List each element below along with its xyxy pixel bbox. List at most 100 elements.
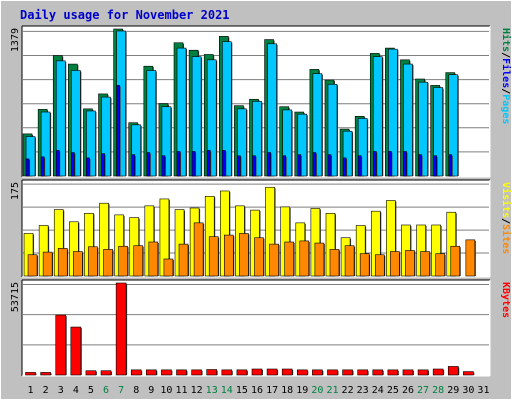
bar-pages-day-10 [161, 155, 166, 177]
x-tick-label-day-24: 24 [372, 385, 384, 396]
x-tick-label-day-21: 21 [326, 385, 338, 396]
x-tick-label-day-16: 16 [251, 385, 263, 396]
bar-pages-day-20 [312, 152, 317, 177]
side-legend-part: Pages [500, 94, 511, 124]
x-tick-label-day-27: 27 [417, 385, 429, 396]
bar-files-day-21 [327, 84, 338, 177]
bar-sites-day-8 [133, 245, 144, 277]
bar-pages-day-28 [433, 155, 437, 177]
bar-files-day-10 [161, 106, 172, 177]
side-legend-part: Visits [500, 182, 512, 218]
bar-pages-day-16 [252, 155, 256, 177]
bar-kbytes-day-24 [372, 369, 384, 376]
bar-pages-day-24 [372, 151, 377, 177]
x-tick-label-day-28: 28 [432, 385, 444, 396]
bar-kbytes-day-2 [40, 372, 51, 376]
bar-kbytes-day-13 [206, 369, 218, 376]
bar-files-day-14 [222, 41, 232, 177]
bar-pages-day-18 [282, 155, 286, 177]
x-tick-label-day-9: 9 [148, 385, 154, 396]
bar-kbytes-day-1 [25, 372, 36, 376]
bar-sites-day-20 [314, 242, 325, 277]
bar-sites-day-9 [148, 241, 159, 277]
bar-sites-day-14 [224, 234, 234, 277]
bar-sites-day-30 [465, 239, 476, 277]
bar-pages-day-29 [448, 154, 453, 177]
bar-pages-day-19 [297, 154, 302, 177]
bar-pages-day-25 [388, 151, 392, 177]
side-legend-part: / [500, 52, 511, 58]
side-legend-part: / [500, 88, 511, 94]
x-tick-label-day-15: 15 [236, 385, 248, 396]
bar-kbytes-day-27 [417, 369, 429, 376]
bar-sites-day-24 [374, 254, 385, 277]
x-tick-label-day-17: 17 [266, 385, 278, 396]
bar-kbytes-day-7 [115, 282, 127, 376]
bar-files-day-9 [146, 70, 157, 177]
plot-area [22, 280, 490, 376]
bar-sites-day-10 [163, 258, 174, 277]
bar-kbytes-day-3 [55, 314, 67, 376]
bar-files-day-12 [191, 56, 202, 177]
x-tick-label-day-26: 26 [402, 385, 414, 396]
bar-kbytes-day-5 [85, 370, 97, 376]
bar-files-day-5 [86, 110, 96, 177]
bar-sites-day-25 [390, 251, 400, 277]
bar-kbytes-day-10 [161, 369, 172, 376]
x-tick-label-day-8: 8 [133, 385, 139, 396]
x-tick-label-day-3: 3 [58, 385, 64, 396]
x-tick-label-day-18: 18 [281, 385, 293, 396]
bar-sites-day-2 [42, 251, 53, 277]
bar-sites-day-23 [359, 253, 370, 277]
bar-pages-day-23 [357, 155, 362, 177]
bar-files-day-1 [25, 136, 36, 177]
side-legend-part: KBytes [500, 282, 511, 318]
bar-files-day-3 [55, 60, 66, 177]
side-legend-part: / [500, 218, 511, 224]
bar-files-day-17 [267, 43, 277, 177]
bar-sites-day-28 [435, 253, 445, 277]
bar-pages-day-4 [71, 152, 75, 177]
bar-pages-day-7 [116, 85, 120, 177]
bar-kbytes-day-28 [432, 368, 444, 376]
bar-kbytes-day-29 [447, 366, 459, 376]
bar-sites-day-15 [239, 233, 249, 277]
bar-files-day-22 [342, 130, 353, 177]
bar-pages-day-13 [206, 150, 211, 177]
x-tick-label-day-6: 6 [103, 385, 109, 396]
x-tick-label-day-10: 10 [160, 385, 172, 396]
bar-pages-day-1 [25, 158, 30, 177]
bar-pages-day-11 [176, 151, 181, 177]
panel-kbytes: 53715 KBytes [10, 279, 511, 377]
bar-kbytes-day-18 [281, 368, 293, 376]
bar-kbytes-day-6 [100, 370, 112, 376]
side-legend-hits-files-pages: Hits/Files/Pages [500, 28, 512, 124]
bar-files-day-19 [297, 113, 308, 177]
bar-kbytes-day-22 [342, 369, 353, 376]
bar-kbytes-day-4 [70, 326, 82, 376]
bar-files-day-26 [403, 63, 413, 177]
bar-sites-day-16 [254, 237, 264, 277]
bar-files-day-24 [372, 56, 383, 177]
bar-kbytes-day-25 [387, 369, 399, 376]
bar-sites-day-17 [269, 243, 279, 277]
bar-kbytes-day-14 [221, 369, 233, 376]
x-tick-label-day-31: 31 [477, 385, 489, 396]
bar-files-day-27 [418, 81, 428, 177]
bar-kbytes-day-30 [463, 371, 474, 376]
bar-sites-day-19 [299, 240, 310, 277]
x-tick-label-day-23: 23 [357, 385, 369, 396]
x-tick-label-day-30: 30 [462, 385, 474, 396]
bar-sites-day-6 [103, 249, 113, 277]
chart-title: Daily usage for November 2021 [20, 8, 230, 22]
bar-sites-day-1 [27, 254, 38, 277]
bar-files-day-8 [131, 124, 142, 177]
bar-kbytes-day-19 [296, 369, 308, 376]
side-legend-kbytes: KBytes [500, 282, 511, 318]
x-tick-label-day-5: 5 [88, 385, 94, 396]
bar-files-day-13 [206, 59, 217, 177]
bar-sites-day-22 [344, 245, 355, 277]
bar-files-day-2 [40, 111, 51, 177]
